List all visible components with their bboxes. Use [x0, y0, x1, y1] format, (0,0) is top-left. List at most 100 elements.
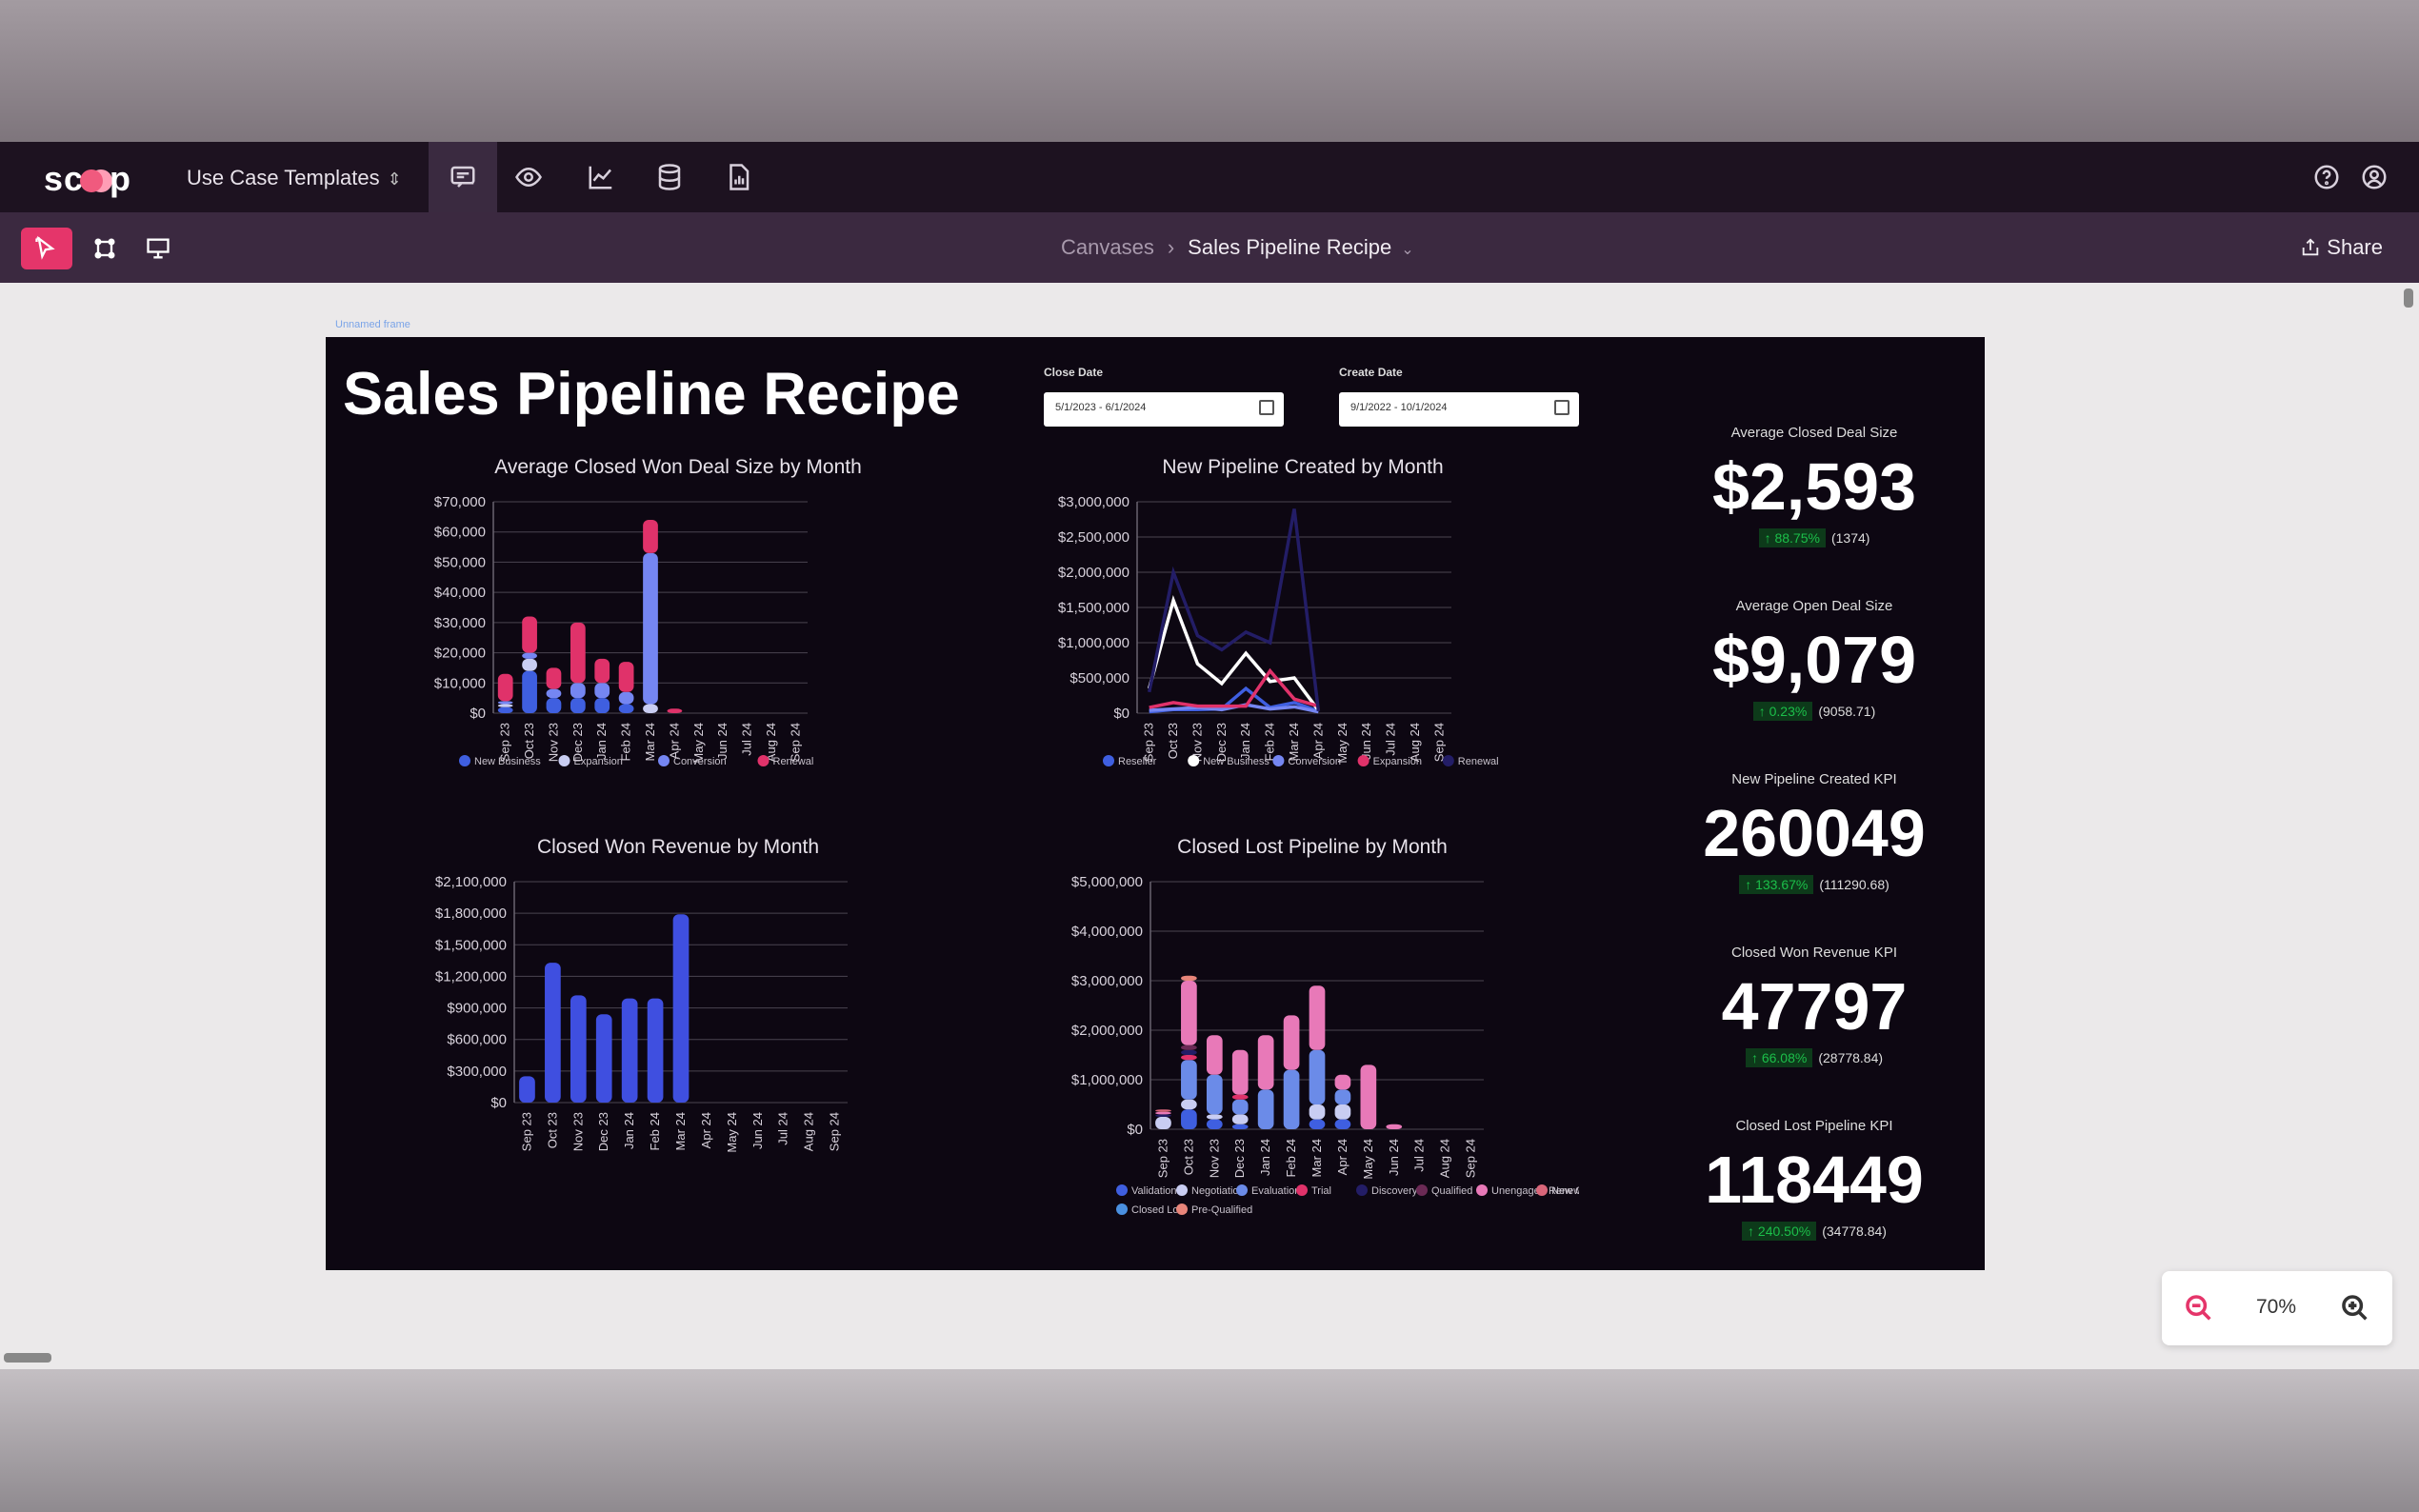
bar-segment [1206, 1035, 1223, 1075]
legend-label: Expansion [1373, 756, 1422, 767]
x-tick-label: Oct 23 [522, 723, 536, 759]
breadcrumb-current[interactable]: Sales Pipeline Recipe [1188, 235, 1392, 259]
chevron-down-icon[interactable]: ⌄ [1401, 242, 1414, 258]
bar-segment [546, 667, 562, 689]
line-chart-icon[interactable] [583, 159, 619, 195]
x-tick-label: Jan 24 [594, 723, 609, 760]
close-date-label: Close Date [1044, 366, 1104, 379]
y-tick-label: $900,000 [447, 1001, 507, 1017]
bar-segment [545, 963, 561, 1103]
closed-won-revenue-chart[interactable]: Closed Won Revenue by Month $0 $300,000 $6… [421, 836, 935, 1179]
y-tick-label: $2,000,000 [1071, 1023, 1143, 1039]
bar-segment [1334, 1089, 1351, 1104]
avg-closed-won-deal-size-chart[interactable]: Average Closed Won Deal Size by Month $0… [421, 456, 935, 818]
kpi-change: ↑ 133.67% [1739, 875, 1814, 894]
legend-marker [1536, 1184, 1548, 1196]
horizontal-scrollbar[interactable] [4, 1353, 51, 1363]
y-tick-label: $600,000 [447, 1032, 507, 1048]
report-icon[interactable] [720, 159, 756, 195]
legend-marker [1296, 1184, 1308, 1196]
chart-title: Closed Lost Pipeline by Month [1177, 836, 1448, 858]
legend-label: Closed Lost [1131, 1204, 1187, 1216]
x-tick-label: May 24 [1335, 723, 1349, 764]
legend-label: New Case [1551, 1185, 1579, 1197]
eye-icon[interactable] [510, 159, 547, 195]
help-icon[interactable] [2309, 159, 2345, 195]
create-date-input[interactable]: 9/1/2022 - 10/1/2024 [1339, 392, 1579, 427]
vertical-scrollbar[interactable] [2404, 288, 2413, 308]
presentation-tool-icon[interactable] [137, 228, 179, 269]
x-tick-label: Jul 24 [1412, 1139, 1427, 1172]
x-tick-label: Jun 24 [1359, 723, 1373, 760]
use-case-templates-selector[interactable]: Use Case Templates ⇕ [187, 166, 402, 190]
select-tool-icon[interactable] [21, 228, 72, 269]
bar-segment [497, 701, 513, 705]
bar-segment [1181, 1049, 1197, 1055]
zoom-in-icon[interactable] [2339, 1292, 2371, 1324]
series-line [1149, 667, 1319, 709]
share-button[interactable]: Share [2300, 235, 2383, 260]
frame-tool-icon[interactable] [84, 228, 126, 269]
x-tick-label: Mar 24 [1309, 1139, 1324, 1177]
x-tick-label: Jan 24 [1258, 1139, 1272, 1176]
x-tick-label: Apr 24 [667, 723, 681, 759]
zoom-control: 70% [2162, 1271, 2392, 1345]
x-tick-label: Jul 24 [740, 723, 754, 756]
bar-segment [1309, 1119, 1326, 1129]
x-tick-label: Sep 24 [1431, 723, 1446, 762]
dashboard-canvas[interactable]: Sales Pipeline Recipe Close Date 5/1/202… [326, 337, 1985, 1270]
kpi-value: $9,079 [1711, 623, 1917, 697]
closed-lost-pipeline-chart[interactable]: Closed Lost Pipeline by Month $0 $1,000,0… [1046, 836, 1600, 1236]
use-case-templates-label: Use Case Templates [187, 166, 380, 189]
legend-marker [1357, 755, 1369, 766]
up-down-chevron-icon: ⇕ [387, 169, 402, 189]
x-tick-label: Sep 24 [828, 1112, 842, 1151]
y-tick-label: $2,500,000 [1058, 529, 1130, 546]
scoop-logo[interactable]: sc p [44, 159, 132, 198]
x-tick-label: May 24 [691, 723, 706, 764]
bar-segment [522, 616, 537, 653]
share-icon [2303, 238, 2319, 256]
legend-label: Conversion [1288, 756, 1341, 767]
zoom-out-icon[interactable] [2183, 1292, 2215, 1324]
kpi-compare: (28778.84) [1818, 1050, 1884, 1065]
x-tick-label: Aug 24 [764, 723, 778, 762]
breadcrumb-canvases[interactable]: Canvases [1061, 235, 1154, 259]
kpi-closed-lost-pipeline: Closed Lost Pipeline KPI 118449 ↑ 240.50… [1657, 1118, 1971, 1241]
bar-segment [1181, 1055, 1197, 1061]
frame-label[interactable]: Unnamed frame [335, 319, 410, 330]
x-tick-label: Apr 24 [699, 1112, 713, 1148]
y-tick-label: $40,000 [434, 585, 486, 601]
kpi-change: ↑ 66.08% [1745, 1048, 1813, 1067]
account-icon[interactable] [2356, 159, 2392, 195]
legend-label: Expansion [574, 756, 623, 767]
bar-segment [621, 998, 638, 1103]
bar-segment [618, 691, 634, 705]
chat-canvas-tab[interactable] [429, 142, 497, 212]
bar-segment [1283, 1015, 1300, 1070]
legend-label: Conversion [673, 756, 727, 767]
legend-marker [1416, 1184, 1428, 1196]
bar-segment [1181, 1060, 1197, 1100]
kpi-value: 118449 [1705, 1143, 1924, 1217]
bar-segment [1386, 1124, 1403, 1129]
legend-marker [558, 755, 570, 766]
close-date-value: 5/1/2023 - 6/1/2024 [1055, 402, 1147, 413]
kpi-change: ↑ 88.75% [1758, 528, 1826, 547]
calendar-icon [1554, 400, 1569, 415]
kpi-label: Average Closed Deal Size [1730, 425, 1898, 441]
legend-marker [1272, 755, 1285, 766]
y-tick-label: $500,000 [1070, 670, 1130, 686]
background-top [0, 0, 2419, 142]
y-tick-label: $1,000,000 [1071, 1072, 1143, 1088]
close-date-filter: Close Date 5/1/2023 - 6/1/2024 [1044, 366, 1284, 427]
x-tick-label: Oct 23 [1166, 723, 1180, 759]
database-icon[interactable] [651, 159, 688, 195]
legend-label: New Business [474, 756, 541, 767]
y-tick-label: $0 [470, 706, 486, 722]
close-date-input[interactable]: 5/1/2023 - 6/1/2024 [1044, 392, 1284, 427]
new-pipeline-created-chart[interactable]: New Pipeline Created by Month $0 $500,000… [1046, 456, 1560, 818]
kpi-avg-closed-deal-size: Average Closed Deal Size $2,593 ↑ 88.75%… [1657, 425, 1971, 547]
bar-segment [1257, 1035, 1274, 1090]
y-tick-label: $0 [490, 1095, 507, 1111]
